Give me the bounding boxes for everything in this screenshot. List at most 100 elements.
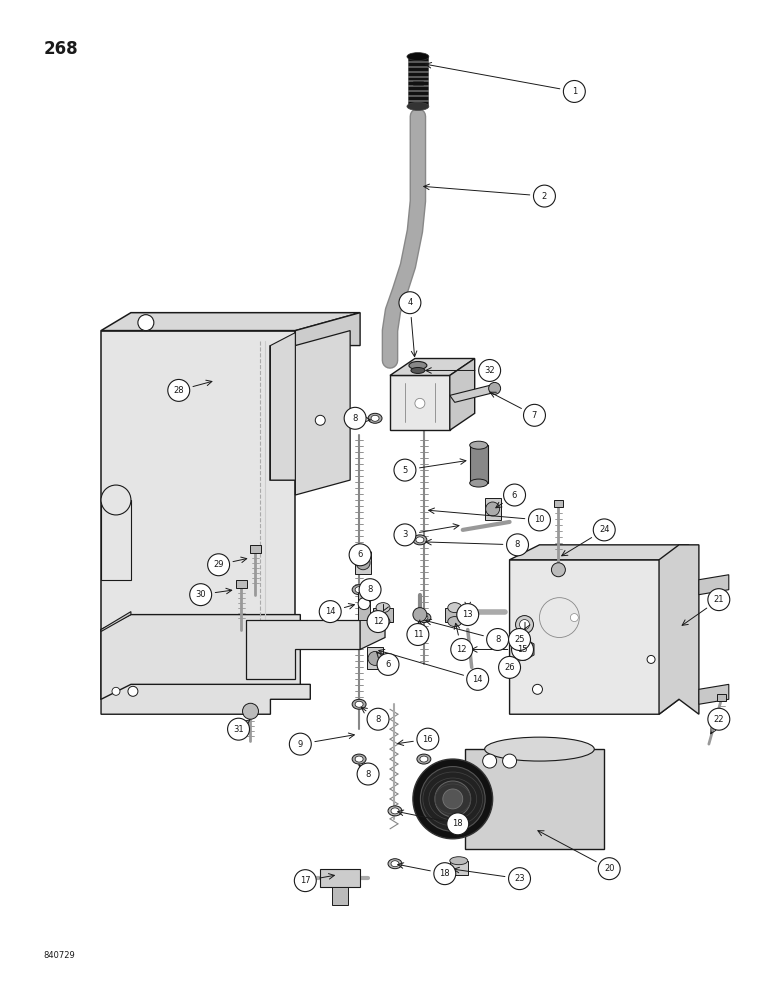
Polygon shape: [390, 375, 450, 430]
Circle shape: [506, 534, 529, 556]
Circle shape: [519, 620, 530, 630]
Bar: [373, 608, 393, 622]
Ellipse shape: [448, 617, 462, 627]
Ellipse shape: [484, 737, 594, 761]
Circle shape: [367, 708, 389, 730]
Text: 12: 12: [373, 617, 383, 626]
Ellipse shape: [368, 413, 382, 423]
Text: 8: 8: [495, 635, 500, 644]
Circle shape: [457, 604, 479, 626]
Bar: [408, 86, 428, 90]
Circle shape: [417, 728, 439, 750]
Bar: [408, 57, 428, 61]
Text: 1: 1: [572, 87, 577, 96]
Polygon shape: [509, 560, 679, 714]
Bar: [408, 91, 428, 95]
Ellipse shape: [376, 603, 390, 613]
Bar: [408, 96, 428, 100]
Circle shape: [483, 754, 497, 768]
Text: 12: 12: [456, 645, 467, 654]
Polygon shape: [360, 608, 385, 649]
Polygon shape: [699, 575, 729, 595]
Circle shape: [415, 398, 425, 408]
Bar: [470, 445, 488, 483]
Polygon shape: [465, 749, 604, 849]
Circle shape: [447, 813, 469, 835]
Ellipse shape: [470, 479, 488, 487]
Circle shape: [344, 407, 366, 429]
Text: 13: 13: [463, 610, 473, 619]
Polygon shape: [101, 331, 296, 699]
Text: 20: 20: [604, 864, 615, 873]
Text: 5: 5: [402, 466, 408, 475]
Text: 2: 2: [542, 192, 547, 201]
Polygon shape: [358, 588, 370, 620]
Circle shape: [368, 651, 382, 665]
Circle shape: [466, 668, 488, 690]
Text: 8: 8: [353, 414, 358, 423]
Bar: [355, 552, 371, 574]
Ellipse shape: [413, 759, 493, 839]
Circle shape: [434, 863, 456, 885]
Circle shape: [289, 733, 311, 755]
Circle shape: [486, 502, 500, 516]
Text: 31: 31: [233, 725, 244, 734]
Ellipse shape: [420, 756, 428, 762]
Circle shape: [399, 292, 421, 314]
Text: 23: 23: [514, 874, 525, 883]
Polygon shape: [101, 500, 131, 580]
Circle shape: [488, 382, 501, 394]
Bar: [484, 498, 501, 520]
Bar: [408, 101, 428, 105]
Circle shape: [594, 519, 615, 541]
Ellipse shape: [355, 701, 363, 707]
Ellipse shape: [417, 754, 431, 764]
Circle shape: [498, 656, 520, 678]
Ellipse shape: [407, 53, 429, 61]
Ellipse shape: [391, 808, 399, 814]
Ellipse shape: [371, 415, 379, 421]
Circle shape: [357, 763, 379, 785]
Circle shape: [112, 687, 120, 695]
Polygon shape: [101, 615, 300, 699]
Circle shape: [509, 629, 530, 650]
Bar: [250, 545, 261, 553]
Circle shape: [647, 655, 655, 663]
Circle shape: [451, 639, 473, 660]
Ellipse shape: [352, 699, 366, 709]
Text: 8: 8: [375, 715, 381, 724]
Text: 24: 24: [599, 525, 609, 534]
Circle shape: [349, 544, 371, 566]
Text: 268: 268: [43, 40, 78, 58]
Text: 18: 18: [439, 869, 450, 878]
Circle shape: [356, 556, 370, 570]
Text: 29: 29: [214, 560, 224, 569]
Circle shape: [534, 185, 555, 207]
Bar: [555, 500, 563, 507]
Bar: [367, 647, 383, 669]
Text: 28: 28: [173, 386, 184, 395]
Bar: [445, 608, 465, 622]
Text: 22: 22: [714, 715, 724, 724]
Circle shape: [529, 509, 551, 531]
Text: 30: 30: [195, 590, 206, 599]
Bar: [717, 694, 726, 701]
Circle shape: [509, 868, 530, 890]
Text: 9: 9: [298, 740, 303, 749]
Bar: [321, 869, 360, 887]
Bar: [332, 887, 348, 905]
Text: 32: 32: [484, 366, 495, 375]
Ellipse shape: [417, 613, 431, 623]
Ellipse shape: [355, 756, 363, 762]
Ellipse shape: [391, 861, 399, 867]
Circle shape: [407, 624, 429, 645]
Circle shape: [243, 703, 258, 719]
Text: 11: 11: [413, 630, 424, 639]
Text: 4: 4: [407, 298, 413, 307]
Text: 15: 15: [517, 645, 528, 654]
Ellipse shape: [434, 781, 470, 817]
Ellipse shape: [413, 535, 427, 545]
Ellipse shape: [388, 806, 402, 816]
Polygon shape: [246, 620, 360, 679]
Circle shape: [533, 684, 542, 694]
